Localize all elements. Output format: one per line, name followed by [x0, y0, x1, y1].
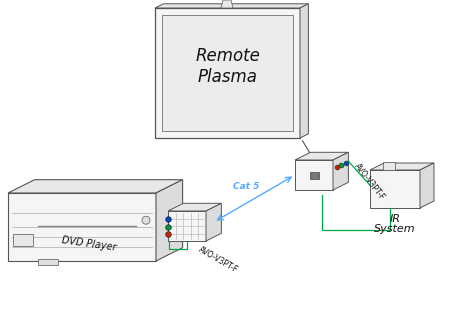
Polygon shape — [300, 4, 308, 138]
Circle shape — [142, 216, 150, 224]
Polygon shape — [8, 180, 183, 193]
Polygon shape — [8, 193, 156, 261]
Text: System: System — [374, 224, 416, 234]
Polygon shape — [295, 160, 333, 190]
Text: AVO-V3PT-F: AVO-V3PT-F — [197, 245, 239, 275]
Text: Remote
Plasma: Remote Plasma — [195, 47, 260, 86]
Polygon shape — [370, 163, 434, 170]
Polygon shape — [155, 8, 300, 138]
Polygon shape — [155, 4, 308, 8]
Bar — [38, 259, 58, 265]
Bar — [310, 172, 319, 179]
Polygon shape — [295, 152, 348, 160]
Polygon shape — [162, 15, 293, 131]
Text: AVO-V3PT-F: AVO-V3PT-F — [352, 162, 387, 202]
Polygon shape — [206, 203, 221, 241]
Polygon shape — [370, 170, 420, 208]
Polygon shape — [382, 162, 395, 170]
Polygon shape — [168, 203, 221, 211]
Text: Cat 5: Cat 5 — [233, 182, 260, 191]
Polygon shape — [420, 163, 434, 208]
Polygon shape — [168, 211, 206, 241]
Text: DVD Player: DVD Player — [61, 235, 117, 253]
Polygon shape — [221, 0, 233, 8]
Polygon shape — [156, 180, 183, 261]
Bar — [13, 234, 33, 246]
Text: IR: IR — [390, 214, 400, 224]
Polygon shape — [333, 152, 348, 190]
